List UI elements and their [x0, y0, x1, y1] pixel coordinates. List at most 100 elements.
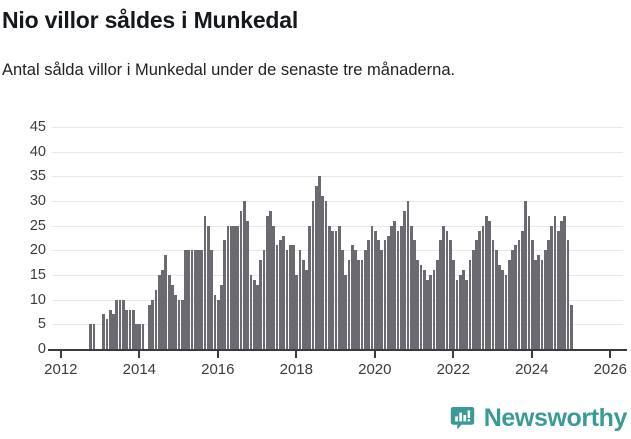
- bar: [177, 299, 181, 349]
- bar: [547, 240, 550, 349]
- x-axis-tickmark: [609, 351, 612, 358]
- bar: [203, 215, 207, 349]
- bar: [193, 250, 197, 349]
- bar: [180, 299, 184, 349]
- page-title: Nio villor såldes i Munkedal: [2, 7, 299, 33]
- bar: [458, 275, 462, 349]
- y-axis-tick-label: 15: [29, 267, 46, 283]
- chart-plot: 0 5 10 15 20 25 30 35 40 45 2012 2014 2016 2018 2020 2…: [0, 120, 631, 385]
- bar: [190, 250, 194, 349]
- gridlines: [48, 125, 627, 351]
- bar: [324, 201, 328, 349]
- x-axis-tick-label: 2020: [358, 361, 392, 378]
- bar: [210, 250, 214, 349]
- bar: [229, 225, 233, 349]
- bar: [494, 250, 498, 349]
- gridline: [52, 324, 623, 326]
- bar: [566, 240, 570, 349]
- bar: [442, 225, 446, 349]
- bar: [108, 309, 112, 349]
- bar: [246, 220, 249, 349]
- brand-name: Newsworthy: [483, 404, 628, 432]
- y-axis-tick-label: 35: [29, 168, 46, 185]
- bar: [426, 279, 429, 349]
- bar: [419, 265, 423, 349]
- bar: [403, 210, 406, 349]
- x-axis-tick-label: 2018: [279, 361, 313, 378]
- y-axis-tick-label: 5: [37, 316, 46, 333]
- bar: [141, 324, 145, 349]
- bar-series: [52, 125, 623, 351]
- bar: [534, 260, 537, 349]
- y-axis: 0 5 10 15 20 25 30 35 40 45: [0, 120, 46, 357]
- bar: [269, 210, 272, 349]
- bar: [429, 275, 433, 349]
- bar: [213, 294, 217, 349]
- bar: [174, 294, 178, 349]
- bar: [298, 250, 302, 349]
- bar: [92, 324, 96, 349]
- bar: [363, 250, 367, 349]
- x-axis-tick-label: 2014: [122, 361, 157, 378]
- bar: [341, 250, 344, 349]
- bar: [314, 186, 318, 349]
- bar: [318, 176, 321, 349]
- bar: [125, 309, 128, 349]
- bar: [157, 275, 161, 349]
- bar: [432, 270, 436, 349]
- bar: [292, 245, 295, 349]
- bar: [167, 275, 171, 349]
- bar: [89, 324, 93, 349]
- bar: [154, 289, 158, 349]
- bar: [488, 220, 491, 349]
- bar: [468, 260, 472, 349]
- newsworthy-logo-icon: [450, 406, 475, 431]
- y-axis-tick-label: 0: [37, 341, 46, 357]
- gridline: [52, 250, 623, 252]
- bar: [301, 260, 305, 349]
- bar: [321, 196, 325, 349]
- gridline: [52, 225, 623, 227]
- bar: [380, 250, 384, 349]
- bar: [115, 299, 119, 349]
- x-axis: 2012 2014 2016 2018 2020 2022 2024 2026: [44, 351, 627, 385]
- bar: [102, 314, 106, 349]
- bar: [138, 324, 142, 349]
- y-axis-tick-label: 30: [29, 193, 46, 209]
- bar: [452, 260, 456, 349]
- bar: [520, 230, 524, 349]
- y-axis-tick-label: 20: [29, 242, 46, 259]
- gridline: [52, 275, 623, 276]
- bar: [514, 245, 518, 349]
- bar: [249, 275, 253, 349]
- gridline: [52, 176, 623, 178]
- bar: [226, 225, 230, 349]
- bar: [135, 324, 138, 349]
- bar: [524, 201, 527, 349]
- bar: [383, 240, 387, 349]
- x-axis-tickmark: [373, 351, 376, 358]
- bar: [439, 240, 442, 349]
- bar: [236, 225, 240, 349]
- bar: [377, 240, 380, 349]
- bar: [435, 260, 439, 349]
- bar: [517, 240, 521, 349]
- gridline: [52, 299, 623, 301]
- bar: [553, 215, 557, 349]
- bar: [501, 270, 505, 349]
- bar: [556, 230, 560, 349]
- bar: [295, 275, 299, 349]
- bar: [498, 265, 501, 349]
- bar: [331, 230, 335, 349]
- bar: [233, 225, 236, 349]
- x-axis-tick-label: 2012: [44, 361, 78, 378]
- bar: [334, 230, 338, 349]
- bar: [393, 220, 397, 349]
- bar: [550, 225, 554, 349]
- bar: [530, 240, 534, 349]
- bar: [504, 275, 508, 349]
- bar: [164, 255, 168, 349]
- bar: [471, 250, 475, 349]
- bar: [360, 260, 364, 349]
- axis-baseline: [48, 349, 627, 351]
